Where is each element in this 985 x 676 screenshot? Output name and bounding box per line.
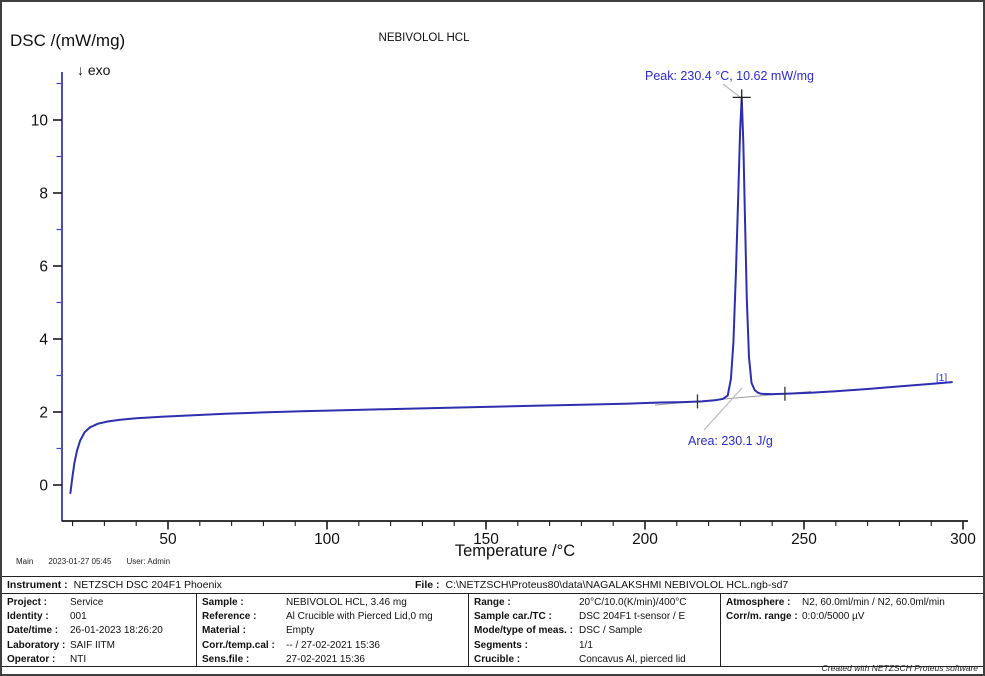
info-row-value: 001 xyxy=(70,611,87,623)
info-row-value: SAIF IITM xyxy=(70,639,115,651)
baseline-limit-markers xyxy=(696,386,786,409)
curve-number-label: [1] xyxy=(936,373,947,384)
x-axis-title: Temperature /°C xyxy=(455,542,575,560)
info-row-label: Operator : xyxy=(7,653,56,665)
svg-text:0: 0 xyxy=(39,478,48,495)
info-row-label: Corr./temp.cal : xyxy=(202,639,275,651)
info-row-label: Sample : xyxy=(202,597,244,608)
info-row: Sens.file : 27-02-2021 15:36 xyxy=(197,653,468,666)
instrument-label: Instrument : xyxy=(7,579,68,591)
info-row-value: 20°C/10.0(K/min)/400°C xyxy=(579,597,687,608)
info-row: Range : 20°C/10.0(K/min)/400°C xyxy=(469,596,720,610)
info-row-label: Atmosphere : xyxy=(726,597,791,608)
info-row: Operator : NTI xyxy=(2,653,196,666)
svg-text:300: 300 xyxy=(950,531,976,548)
status-user: User: Admin xyxy=(126,557,171,566)
info-row-label: Identity : xyxy=(7,611,49,623)
svg-text:150: 150 xyxy=(473,531,499,548)
info-row: Crucible : Concavus Al, pierced lid xyxy=(469,653,720,666)
info-row-value: DSC / Sample xyxy=(579,625,643,637)
info-row-value: 0:0:0/5000 µV xyxy=(802,611,865,623)
software-credit: Created with NETZSCH Proteus software xyxy=(821,663,978,673)
instrument-value: NETZSCH DSC 204F1 Phoenix xyxy=(73,579,222,591)
info-row-value: -- / 27-02-2021 15:36 xyxy=(286,639,380,651)
svg-text:100: 100 xyxy=(314,531,340,548)
info-row-label: Reference : xyxy=(202,611,257,623)
info-row-value: Al Crucible with Pierced Lid,0 mg xyxy=(286,611,433,623)
info-row: Laboratory : SAIF IITM xyxy=(2,639,196,653)
svg-text:8: 8 xyxy=(39,186,48,203)
info-table-body: Project : Service Identity : 001 Date/ti… xyxy=(2,594,983,666)
info-row: Sample car./TC : DSC 204F1 t-sensor / E xyxy=(469,610,720,624)
info-row-label: Sample car./TC : xyxy=(474,611,552,623)
info-row: Identity : 001 xyxy=(2,610,196,624)
info-row: Corr./temp.cal : -- / 27-02-2021 15:36 xyxy=(197,639,468,653)
info-row-label: Mode/type of meas. : xyxy=(474,625,573,637)
info-row: Corr/m. range : 0:0:0/5000 µV xyxy=(721,610,983,624)
info-row-value: 1/1 xyxy=(579,639,593,651)
info-row-label: Sens.file : xyxy=(202,653,250,665)
info-row-label: Date/time : xyxy=(7,625,59,637)
svg-text:2: 2 xyxy=(39,405,48,422)
svg-text:250: 250 xyxy=(791,531,817,548)
info-column-atmosphere: Atmosphere : N2, 60.0ml/min / N2, 60.0ml… xyxy=(720,594,983,666)
info-row-label: Corr/m. range : xyxy=(726,611,798,623)
peak-marker-cross xyxy=(732,89,751,106)
area-leader-line xyxy=(703,387,743,431)
info-row: Sample : NEBIVOLOL HCL, 3.46 mg xyxy=(197,596,468,610)
info-row-value: Empty xyxy=(286,625,315,637)
info-row-value: 26-01-2023 18:26:20 xyxy=(70,625,163,637)
info-row: Atmosphere : N2, 60.0ml/min / N2, 60.0ml… xyxy=(721,596,983,610)
info-row-value: Concavus Al, pierced lid xyxy=(579,653,686,665)
instrument-field: Instrument : NETZSCH DSC 204F1 Phoenix xyxy=(7,577,222,593)
info-column-sample: Sample : NEBIVOLOL HCL, 3.46 mg Referenc… xyxy=(196,594,468,666)
info-row: Material : Empty xyxy=(197,624,468,638)
dsc-chart: DSC /(mW/mg) ↓ exo NEBIVOLOL HCL 50 100 15… xyxy=(10,31,976,560)
area-annotation: Area: 230.1 J/g xyxy=(688,434,773,448)
info-row-label: Range : xyxy=(474,597,511,608)
peak-leader-line xyxy=(722,83,741,98)
status-datetime: 2023-01-27 05:45 xyxy=(48,557,112,566)
info-row: Project : Service xyxy=(2,596,196,610)
info-row-label: Laboratory : xyxy=(7,639,66,651)
info-column-project: Project : Service Identity : 001 Date/ti… xyxy=(2,594,196,666)
info-row-value: NTI xyxy=(70,653,87,665)
svg-text:50: 50 xyxy=(159,531,177,548)
file-label: File : xyxy=(415,579,440,591)
info-row: Mode/type of meas. : DSC / Sample xyxy=(469,624,720,638)
svg-text:200: 200 xyxy=(632,531,658,548)
info-row: Reference : Al Crucible with Pierced Lid… xyxy=(197,610,468,624)
info-row-label: Crucible : xyxy=(474,653,521,665)
svg-text:4: 4 xyxy=(39,332,48,349)
info-row-value: N2, 60.0ml/min / N2, 60.0ml/min xyxy=(802,597,945,608)
y-axis-title: DSC /(mW/mg) xyxy=(10,31,125,50)
file-path-value: C:\NETZSCH\Proteus80\data\NAGALAKSHMI NE… xyxy=(445,579,789,591)
info-row: Segments : 1/1 xyxy=(469,639,720,653)
info-row-label: Project : xyxy=(7,597,48,608)
dsc-curve xyxy=(69,96,953,494)
chart-title: NEBIVOLOL HCL xyxy=(379,32,471,44)
status-view-name: Main xyxy=(16,557,34,566)
info-row-value: 27-02-2021 15:36 xyxy=(286,653,365,665)
info-column-method: Range : 20°C/10.0(K/min)/400°C Sample ca… xyxy=(468,594,720,666)
x-axis-ticks: 50 100 150 200 250 300 xyxy=(72,521,976,548)
y-axis-ticks: 0 2 4 6 8 10 xyxy=(31,82,62,495)
info-row: Date/time : 26-01-2023 18:26:20 xyxy=(2,624,196,638)
info-row-value: Service xyxy=(70,597,104,608)
peak-annotation: Peak: 230.4 °C, 10.62 mW/mg xyxy=(645,69,814,83)
measurement-info-table: Instrument : NETZSCH DSC 204F1 Phoenix Fi… xyxy=(2,576,983,667)
info-row-value: NEBIVOLOL HCL, 3.46 mg xyxy=(286,597,407,608)
svg-text:6: 6 xyxy=(39,259,48,276)
info-row-label: Segments : xyxy=(474,639,528,651)
info-table-header: Instrument : NETZSCH DSC 204F1 Phoenix Fi… xyxy=(2,577,983,594)
file-field: File : C:\NETZSCH\Proteus80\data\NAGALAKS… xyxy=(415,577,788,593)
info-row-value: DSC 204F1 t-sensor / E xyxy=(579,611,686,623)
info-row-label: Material : xyxy=(202,625,246,637)
svg-text:10: 10 xyxy=(31,113,49,130)
exo-direction-label: ↓ exo xyxy=(77,62,111,78)
status-bar: Main 2023-01-27 05:45 User: Admin xyxy=(16,557,170,566)
